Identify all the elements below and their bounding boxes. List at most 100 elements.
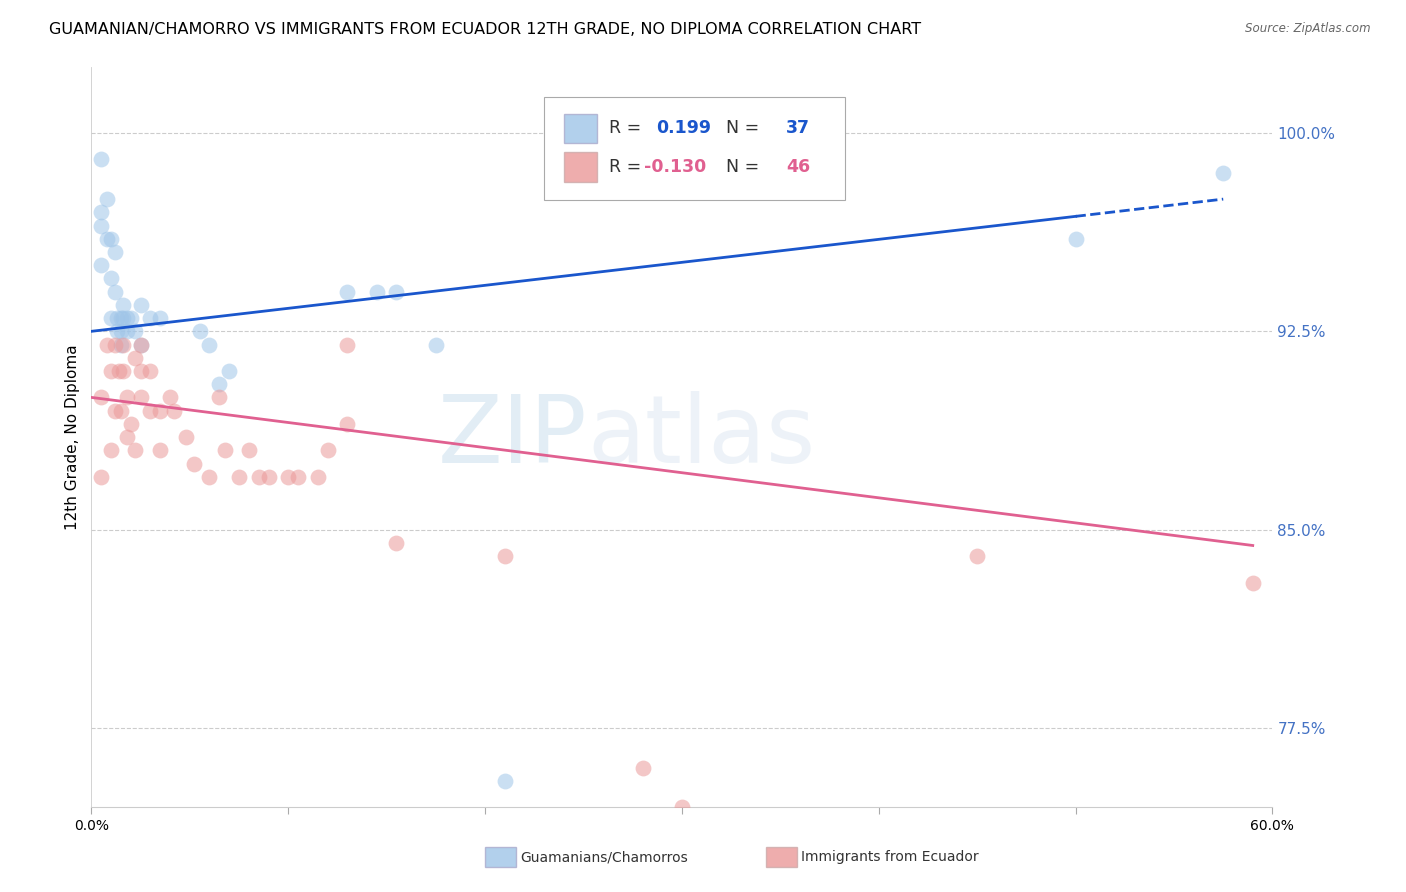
Point [111, 298, 134, 312]
Point [104, 337, 127, 351]
Point [110, 403, 132, 417]
Point [100, 364, 122, 378]
Point [110, 311, 132, 326]
Point [110, 324, 132, 338]
Point [208, 391, 231, 405]
Text: GUAMANIAN/CHAMORRO VS IMMIGRANTS FROM ECUADOR 12TH GRADE, NO DIPLOMA CORRELATION: GUAMANIAN/CHAMORRO VS IMMIGRANTS FROM EC… [49, 22, 921, 37]
FancyBboxPatch shape [564, 113, 598, 143]
Point [149, 443, 172, 458]
Point [336, 417, 359, 431]
Point [307, 469, 329, 483]
Point [129, 337, 152, 351]
Point [247, 469, 270, 483]
Text: Guamanians/Chamorros: Guamanians/Chamorros [520, 850, 688, 864]
Point [336, 337, 359, 351]
Point [183, 457, 205, 471]
Point [90, 153, 112, 167]
Point [108, 364, 131, 378]
Point [111, 364, 134, 378]
Point [115, 430, 138, 444]
Point [159, 391, 181, 405]
Text: 0.199: 0.199 [657, 120, 711, 137]
Point [385, 536, 408, 550]
Point [115, 324, 138, 338]
Point [100, 271, 122, 285]
Point [228, 469, 250, 483]
Point [111, 311, 134, 326]
FancyBboxPatch shape [564, 152, 598, 182]
Point [90, 469, 112, 483]
Point [494, 549, 516, 563]
Point [174, 430, 197, 444]
Point [129, 391, 152, 405]
Point [90, 205, 112, 219]
Point [90, 219, 112, 233]
Point [366, 285, 388, 299]
Point [208, 377, 231, 392]
Point [96, 192, 118, 206]
Point [163, 403, 186, 417]
Point [115, 311, 138, 326]
Point [111, 337, 134, 351]
Point [198, 337, 221, 351]
Point [257, 469, 280, 483]
Point [198, 469, 221, 483]
Text: Source: ZipAtlas.com: Source: ZipAtlas.com [1246, 22, 1371, 36]
Point [110, 337, 132, 351]
Text: ZIP: ZIP [437, 391, 588, 483]
Point [385, 285, 408, 299]
Point [100, 232, 122, 246]
Point [139, 403, 162, 417]
Text: -0.130: -0.130 [644, 158, 706, 176]
Point [96, 337, 118, 351]
Point [494, 773, 516, 788]
Point [149, 311, 172, 326]
Text: R =: R = [609, 120, 647, 137]
Point [149, 403, 172, 417]
Point [90, 258, 112, 272]
Point [120, 417, 142, 431]
Point [105, 311, 128, 326]
Point [139, 364, 162, 378]
Point [104, 285, 127, 299]
Point [129, 337, 152, 351]
Point [316, 443, 339, 458]
Point [139, 311, 162, 326]
Point [1064, 232, 1087, 246]
Point [124, 351, 146, 365]
Text: atlas: atlas [588, 391, 815, 483]
Point [671, 800, 693, 814]
Text: 46: 46 [786, 158, 810, 176]
Point [100, 311, 122, 326]
Point [96, 232, 118, 246]
Point [100, 443, 122, 458]
Point [115, 391, 138, 405]
Point [277, 469, 299, 483]
FancyBboxPatch shape [544, 96, 845, 200]
Point [129, 364, 152, 378]
Point [124, 324, 146, 338]
Point [124, 443, 146, 458]
Point [129, 298, 152, 312]
Point [105, 324, 128, 338]
Point [966, 549, 988, 563]
Point [631, 761, 654, 775]
Point [90, 391, 112, 405]
Text: Immigrants from Ecuador: Immigrants from Ecuador [801, 850, 979, 864]
Point [188, 324, 211, 338]
Point [336, 285, 359, 299]
Point [238, 443, 260, 458]
Text: 37: 37 [786, 120, 810, 137]
Point [287, 469, 309, 483]
Text: N =: N = [716, 120, 765, 137]
Point [104, 245, 127, 260]
Point [218, 364, 240, 378]
Text: R =: R = [609, 158, 647, 176]
Point [1212, 166, 1234, 180]
Point [104, 403, 127, 417]
Y-axis label: 12th Grade, No Diploma: 12th Grade, No Diploma [65, 344, 80, 530]
Point [425, 337, 447, 351]
Point [120, 311, 142, 326]
Text: N =: N = [716, 158, 765, 176]
Point [1241, 575, 1264, 590]
